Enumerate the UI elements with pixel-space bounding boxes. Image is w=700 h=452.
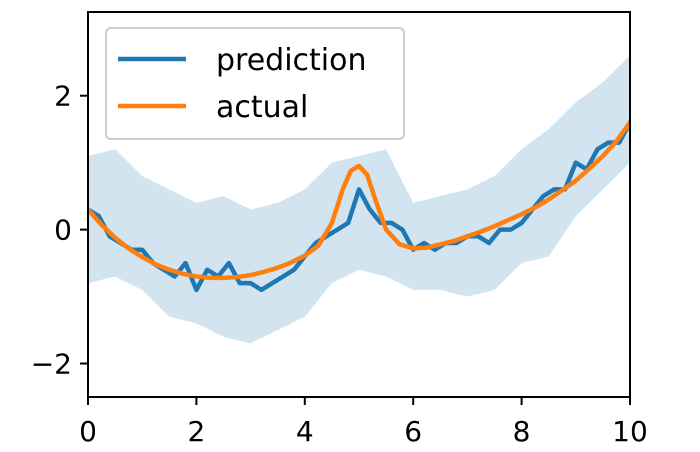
legend-label-actual: actual	[216, 90, 308, 125]
legend: prediction actual	[105, 27, 405, 140]
legend-box	[105, 27, 405, 140]
plot-frame	[87, 11, 631, 398]
x-tick-label: 10	[612, 415, 648, 448]
actual-line	[88, 119, 630, 281]
x-tick-label: 2	[187, 415, 205, 448]
y-tick-label: 2	[54, 80, 72, 113]
y-tick-label: −2	[31, 348, 72, 381]
y-axis: −2 0 2	[31, 80, 88, 381]
x-tick-label: 4	[296, 415, 314, 448]
legend-label-prediction: prediction	[216, 43, 367, 78]
x-tick-label: 6	[404, 415, 422, 448]
y-tick-label: 0	[54, 214, 72, 247]
x-tick-label: 0	[79, 415, 97, 448]
plot-area	[88, 55, 630, 344]
x-axis: 0 2 4 6 8 10	[79, 397, 648, 448]
x-tick-label: 8	[513, 415, 531, 448]
